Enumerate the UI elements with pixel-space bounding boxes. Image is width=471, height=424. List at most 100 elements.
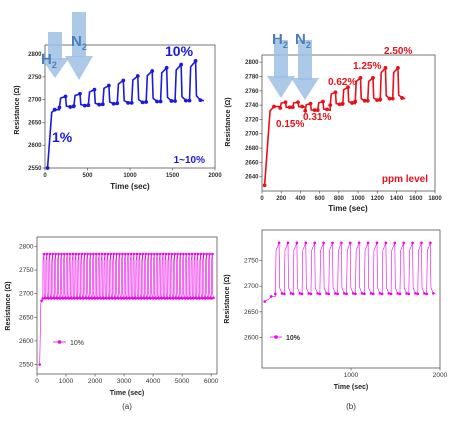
x-tick-label: 2000 <box>88 378 103 385</box>
data-point <box>157 297 161 300</box>
data-point <box>97 102 102 107</box>
data-point <box>121 252 124 256</box>
data-point <box>205 252 208 256</box>
y-axis-label: Resistance (Ω) <box>5 281 12 330</box>
data-point <box>141 252 145 256</box>
data-point <box>48 252 52 256</box>
data-point <box>124 252 127 256</box>
x-tick-label: 1000 <box>123 173 137 179</box>
data-point <box>164 65 169 70</box>
x-tick-label: 1800 <box>428 196 442 202</box>
data-point <box>129 252 133 256</box>
data-point <box>187 98 192 103</box>
data-point <box>322 241 325 245</box>
data-point <box>300 292 304 296</box>
y-tick-label: 2640 <box>245 175 259 181</box>
data-point <box>72 104 76 108</box>
data-point <box>166 297 169 300</box>
data-point <box>79 297 82 300</box>
data-point <box>179 62 184 67</box>
data-point <box>144 252 147 256</box>
data-point <box>211 252 214 256</box>
legend-marker <box>57 340 62 344</box>
data-point <box>153 252 156 256</box>
data-point <box>186 297 190 300</box>
data-point <box>74 252 78 256</box>
data-point <box>390 96 395 101</box>
data-point <box>348 241 352 245</box>
y-tick-label: 2600 <box>19 338 34 345</box>
data-point <box>340 101 345 106</box>
y-tick-label: 2700 <box>245 132 259 138</box>
x-tick-label: 1200 <box>371 196 385 202</box>
data-point <box>122 297 126 300</box>
x-tick-label: 400 <box>295 196 306 202</box>
data-point <box>336 292 339 296</box>
data-point <box>103 252 107 256</box>
y-tick-label: 2650 <box>244 309 259 316</box>
data-point <box>295 241 299 245</box>
y-tick-label: 2700 <box>244 283 259 290</box>
data-point <box>199 252 203 256</box>
data-point <box>303 108 308 113</box>
data-point <box>45 252 49 256</box>
data-point <box>92 252 95 256</box>
data-point <box>375 98 379 102</box>
data-point <box>358 76 363 80</box>
data-point <box>63 252 66 256</box>
data-point <box>375 241 379 245</box>
data-point <box>278 106 283 110</box>
n2-label: N2 <box>71 33 87 52</box>
data-point <box>432 292 435 295</box>
data-point <box>129 100 134 105</box>
data-point <box>76 297 79 300</box>
data-point <box>56 297 59 300</box>
data-point <box>126 252 130 256</box>
chart-b-top: 0 200 400 600 800 1000 1200 1400 1600 1800 2640 266… <box>225 31 442 213</box>
data-point <box>96 297 100 300</box>
data-point <box>111 297 114 300</box>
data-point <box>289 292 293 295</box>
y-tick-label: 2600 <box>244 334 259 341</box>
data-point <box>193 252 197 256</box>
data-point <box>179 252 182 256</box>
data-point <box>313 241 316 245</box>
data-point <box>414 292 417 295</box>
data-point <box>363 292 366 296</box>
data-point <box>45 166 50 170</box>
data-point <box>105 297 108 300</box>
data-point <box>321 99 325 104</box>
data-point <box>158 99 163 104</box>
data-point <box>425 292 428 296</box>
data-point <box>365 98 370 103</box>
data-point <box>360 292 364 295</box>
data-point <box>423 292 426 295</box>
data-point <box>198 297 201 300</box>
data-point <box>378 292 382 295</box>
data-point <box>312 108 317 113</box>
y-tick-label: 2780 <box>245 74 259 80</box>
data-point <box>57 252 60 256</box>
data-point <box>429 241 432 245</box>
data-point <box>315 108 320 113</box>
data-point <box>146 297 149 300</box>
data-point <box>164 252 168 256</box>
data-point <box>334 292 337 295</box>
data-point <box>177 297 181 300</box>
data-point <box>296 100 300 105</box>
data-point <box>53 297 56 300</box>
data-point <box>134 297 138 300</box>
x-tick-label: 3000 <box>117 378 132 385</box>
panel-label-a: (a) <box>122 402 132 411</box>
data-point <box>52 107 57 112</box>
y-tick-label: 2720 <box>245 117 259 123</box>
data-point <box>151 297 155 300</box>
data-point <box>138 252 142 256</box>
data-point <box>61 297 65 300</box>
data-point <box>93 297 97 300</box>
data-point <box>175 297 178 300</box>
data-point <box>283 100 288 105</box>
data-point <box>298 292 302 295</box>
data-point <box>73 297 77 300</box>
data-point <box>169 297 172 300</box>
